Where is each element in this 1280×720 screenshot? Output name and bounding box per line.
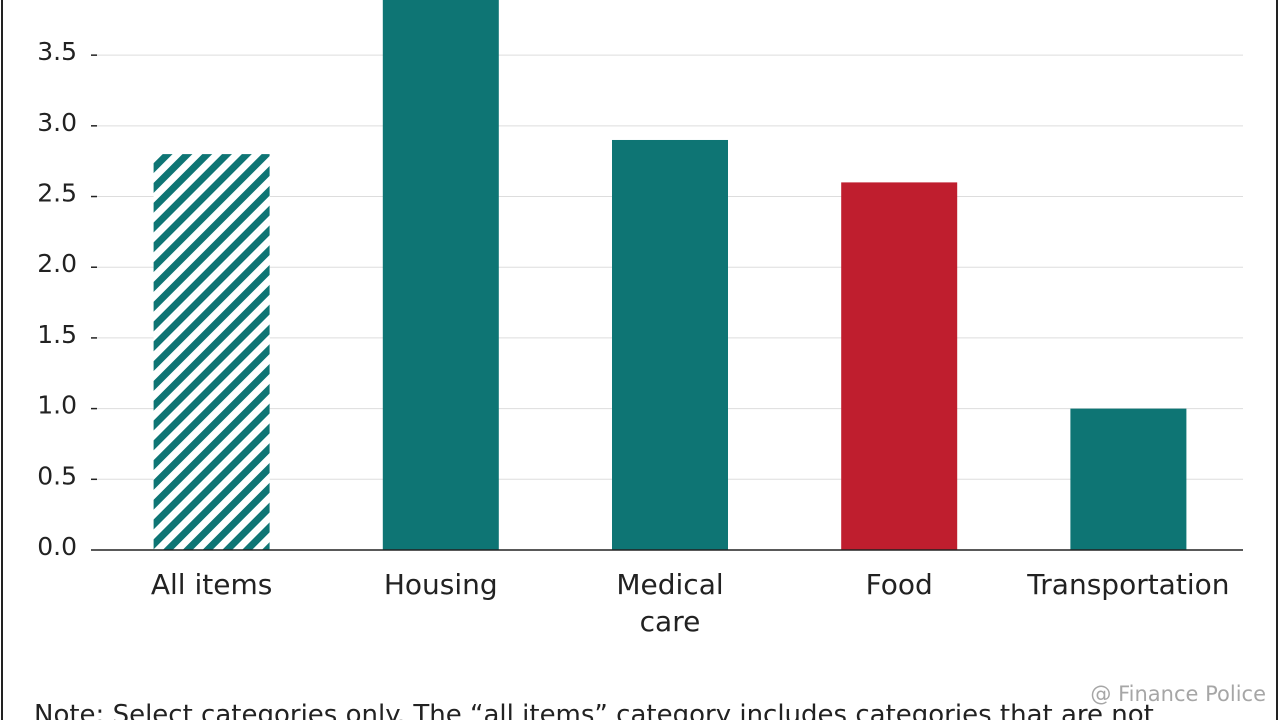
- bar: [841, 182, 958, 550]
- x-tick-label: Transportation: [1027, 568, 1230, 601]
- y-tick-label: 1.5: [37, 320, 77, 349]
- x-tick-label: Housing: [383, 568, 498, 601]
- y-tick-label: 3.5: [37, 37, 77, 66]
- note: Note: Select categories only. The “all i…: [34, 700, 1154, 720]
- x-tick-label: All items: [150, 568, 273, 601]
- y-tick-label: 3.0: [37, 108, 77, 137]
- bar: [153, 154, 270, 551]
- y-tick-label: 1.0: [37, 391, 77, 420]
- x-tick-label: Medical care: [616, 568, 724, 638]
- bar: [1070, 408, 1187, 550]
- y-tick-label: 2.0: [37, 249, 77, 278]
- y-tick-label: 0.0: [37, 532, 77, 561]
- y-tick-label: 2.5: [37, 179, 77, 208]
- watermark: @ Finance Police: [1090, 682, 1266, 706]
- bar: [612, 139, 728, 550]
- x-tick-label-box: Transportation: [1027, 566, 1229, 603]
- bar: [382, 0, 499, 550]
- x-tick-label-box: Housing: [366, 566, 516, 603]
- x-tick-label: Food: [865, 568, 933, 601]
- x-tick-label-box: All items: [137, 566, 287, 603]
- y-tick-label: 0.5: [37, 461, 77, 490]
- x-tick-label-box: Food: [824, 566, 974, 603]
- x-tick-label-box: Medical care: [595, 566, 745, 640]
